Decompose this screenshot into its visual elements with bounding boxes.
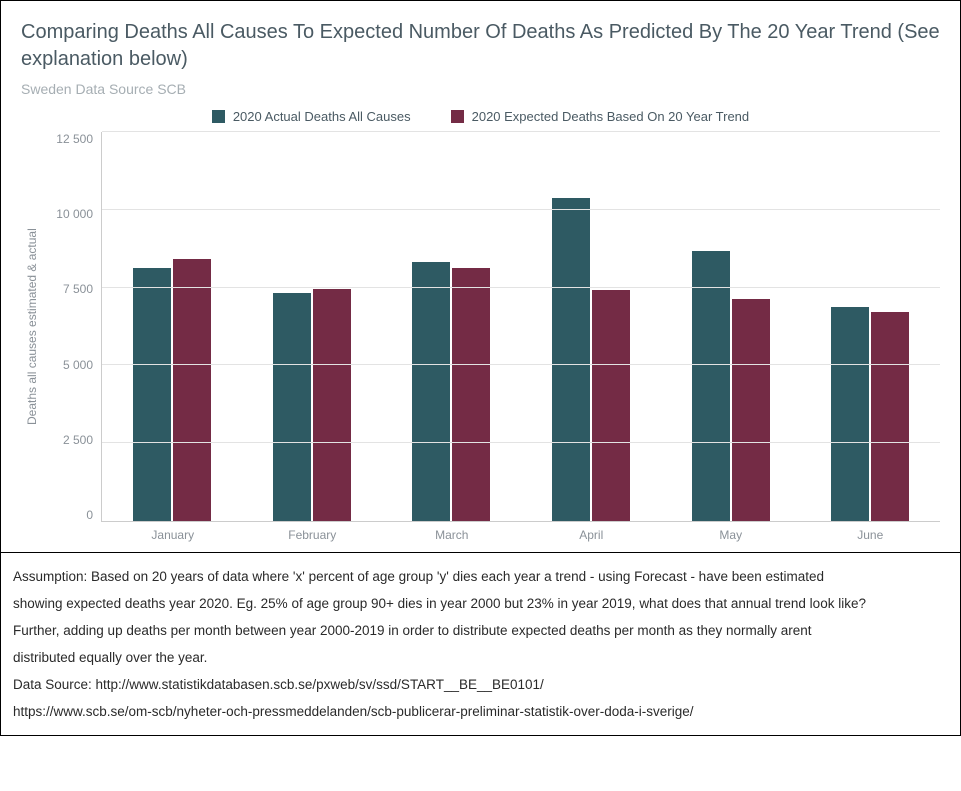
bar (452, 268, 490, 521)
bar (313, 289, 351, 521)
bar (592, 290, 630, 521)
gridline (102, 209, 940, 210)
x-axis-ticks: JanuaryFebruaryMarchAprilMayJune (103, 522, 940, 542)
y-tick-label: 5 000 (63, 358, 93, 372)
plot-area (101, 132, 940, 522)
y-tick-label: 12 500 (56, 132, 93, 146)
y-tick-label: 7 500 (63, 282, 93, 296)
bar-group (800, 307, 940, 521)
chart-title: Comparing Deaths All Causes To Expected … (21, 19, 940, 73)
explanation-line: showing expected deaths year 2020. Eg. 2… (13, 590, 948, 617)
gridline (102, 442, 940, 443)
explanation-line: Assumption: Based on 20 years of data wh… (13, 563, 948, 590)
x-tick-label: May (661, 522, 801, 542)
bar-group (521, 198, 661, 521)
bar (831, 307, 869, 521)
y-tick-label: 10 000 (56, 207, 93, 221)
legend-swatch-expected (451, 110, 464, 123)
bar (692, 251, 730, 521)
chart-subtitle: Sweden Data Source SCB (21, 81, 940, 97)
chart-legend: 2020 Actual Deaths All Causes 2020 Expec… (21, 109, 940, 124)
bar (133, 268, 171, 521)
gridline (102, 287, 940, 288)
bar (552, 198, 590, 521)
y-tick-label: 2 500 (63, 433, 93, 447)
x-tick-label: April (522, 522, 662, 542)
bar-group (242, 289, 382, 521)
legend-item-actual: 2020 Actual Deaths All Causes (212, 109, 411, 124)
y-axis-label: Deaths all causes estimated & actual (21, 132, 43, 522)
y-axis-ticks: 12 500 10 000 7 500 5 000 2 500 0 (43, 132, 101, 522)
bar-group (102, 259, 242, 521)
legend-label-actual: 2020 Actual Deaths All Causes (233, 109, 411, 124)
gridline (102, 131, 940, 132)
bars-layer (102, 132, 940, 521)
explanation-line: distributed equally over the year. (13, 644, 948, 671)
legend-swatch-actual (212, 110, 225, 123)
explanation-line: Data Source: http://www.statistikdatabas… (13, 671, 948, 698)
x-tick-label: June (801, 522, 941, 542)
explanation-line: Further, adding up deaths per month betw… (13, 617, 948, 644)
bar (273, 293, 311, 521)
explanation-panel: Assumption: Based on 20 years of data wh… (0, 552, 961, 736)
x-tick-label: February (243, 522, 383, 542)
chart-panel: Comparing Deaths All Causes To Expected … (0, 0, 961, 552)
explanation-line: https://www.scb.se/om-scb/nyheter-och-pr… (13, 698, 948, 725)
bar (871, 312, 909, 521)
legend-item-expected: 2020 Expected Deaths Based On 20 Year Tr… (451, 109, 750, 124)
gridline (102, 364, 940, 365)
bar-group (661, 251, 801, 521)
y-tick-label: 0 (86, 508, 93, 522)
bar (173, 259, 211, 521)
x-tick-label: January (103, 522, 243, 542)
x-tick-label: March (382, 522, 522, 542)
bar (732, 299, 770, 521)
bar-group (381, 262, 521, 521)
bar (412, 262, 450, 521)
legend-label-expected: 2020 Expected Deaths Based On 20 Year Tr… (472, 109, 750, 124)
plot-outer: Deaths all causes estimated & actual 12 … (21, 132, 940, 522)
